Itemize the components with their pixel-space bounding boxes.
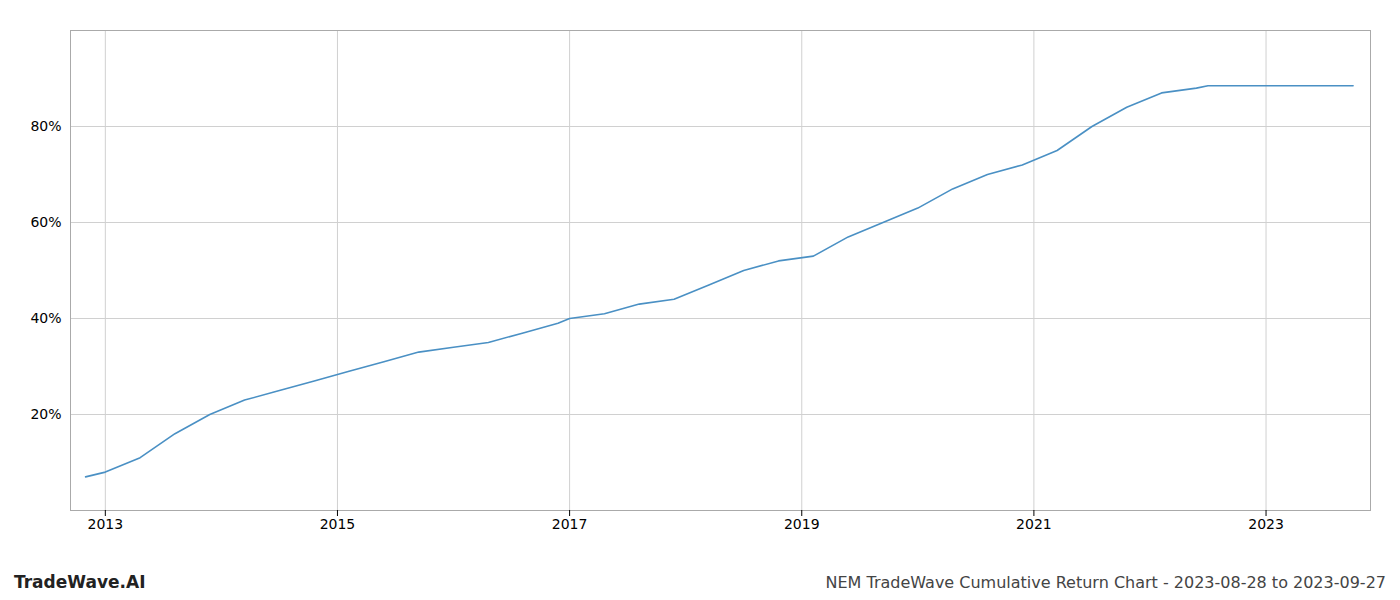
- html-text:NEM TradeWave Cumulative Retur: NEM TradeWave Cumulative Return Chart - …: [825, 573, 1386, 592]
- svg-text:2017: 2017: [552, 516, 588, 532]
- svg-text:2015: 2015: [320, 516, 356, 532]
- svg-text:2021: 2021: [1016, 516, 1052, 532]
- svg-text:2023: 2023: [1248, 516, 1284, 532]
- svg-text:2019: 2019: [784, 516, 820, 532]
- svg-text:20%: 20%: [30, 406, 61, 422]
- svg-text:2013: 2013: [88, 516, 124, 532]
- svg-text:40%: 40%: [30, 310, 61, 326]
- svg-text:60%: 60%: [30, 214, 61, 230]
- html-text:TradeWave.AI: TradeWave.AI: [14, 572, 146, 592]
- svg-text:80%: 80%: [30, 118, 61, 134]
